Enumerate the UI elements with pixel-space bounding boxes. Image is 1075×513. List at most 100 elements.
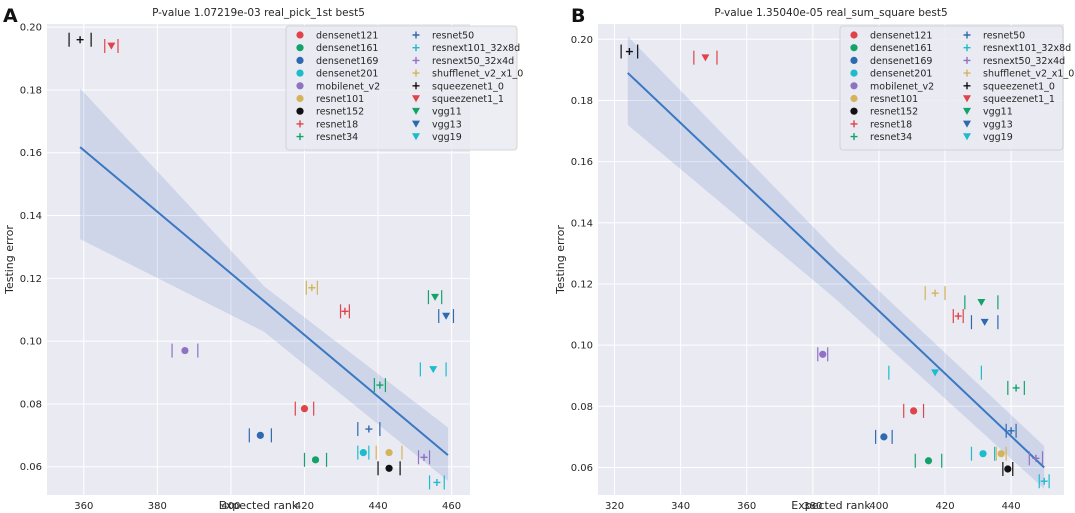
marker-resnext50_32x4d bbox=[1032, 454, 1040, 462]
marker-densenet201 bbox=[979, 450, 987, 458]
legend-marker bbox=[296, 82, 304, 90]
legend-label: vgg13 bbox=[432, 119, 462, 130]
panel-label: A bbox=[3, 5, 18, 27]
y-tick-label: 0.14 bbox=[20, 211, 42, 222]
chart-title: P-value 1.07219e-03 real_pick_1st best5 bbox=[152, 7, 365, 19]
legend-label: squeezenet1_1 bbox=[432, 94, 504, 105]
legend-marker bbox=[412, 120, 420, 128]
legend-label: resnet50 bbox=[983, 31, 1025, 42]
legend-label: vgg19 bbox=[432, 132, 462, 143]
legend-marker bbox=[296, 133, 304, 141]
legend-item-squeezenet1_0: squeezenet1_0 bbox=[412, 81, 504, 92]
regression-line bbox=[79, 146, 449, 456]
x-tick-label: 400 bbox=[221, 501, 240, 512]
legend-marker bbox=[296, 120, 304, 128]
data-point-mobilenet_v2 bbox=[817, 347, 829, 362]
data-point-densenet121 bbox=[294, 401, 315, 416]
marker-resnet50 bbox=[365, 425, 373, 433]
x-tick-label: 360 bbox=[737, 501, 756, 512]
legend-item-vgg19: vgg19 bbox=[412, 132, 462, 143]
legend-item-shufflenet_v2_x1_0: shufflenet_v2_x1_0 bbox=[412, 69, 523, 80]
marker-resnet101 bbox=[385, 449, 393, 457]
legend-item-vgg19: vgg19 bbox=[963, 132, 1013, 143]
legend-label: mobilenet_v2 bbox=[870, 81, 934, 92]
y-tick-label: 0.12 bbox=[571, 279, 593, 290]
data-point-squeezenet1_0 bbox=[620, 44, 639, 59]
legend-item-squeezenet1_0: squeezenet1_0 bbox=[963, 81, 1055, 92]
marker-densenet161 bbox=[311, 456, 320, 464]
legend-label: resnet101 bbox=[870, 94, 918, 105]
data-point-squeezenet1_0 bbox=[68, 32, 92, 47]
data-point-densenet169 bbox=[248, 428, 272, 443]
marker-vgg13 bbox=[980, 318, 989, 326]
legend-box bbox=[285, 25, 518, 151]
data-point-densenet161 bbox=[914, 453, 943, 468]
legend-item-densenet161: densenet161 bbox=[850, 43, 932, 54]
data-point-resnet34 bbox=[373, 378, 386, 393]
marker-densenet169 bbox=[256, 431, 264, 439]
data-point-resnet101 bbox=[375, 445, 403, 460]
legend-marker bbox=[296, 94, 304, 103]
legend-label: densenet161 bbox=[870, 43, 932, 54]
legend-item-resnet101: resnet101 bbox=[296, 94, 364, 105]
confidence-band bbox=[80, 88, 448, 481]
legend-marker bbox=[850, 107, 858, 115]
legend-label: vgg13 bbox=[983, 119, 1013, 130]
chart-title: P-value 1.35040e-05 real_sum_square best… bbox=[714, 7, 947, 19]
x-tick-label: 340 bbox=[671, 501, 690, 512]
data-point-resnet50 bbox=[357, 422, 381, 437]
legend-marker bbox=[850, 133, 858, 141]
data-point-vgg19 bbox=[888, 365, 982, 380]
data-point-resnext50_32x4d bbox=[1028, 451, 1044, 466]
marker-densenet121 bbox=[300, 405, 309, 413]
legend-label: shufflenet_v2_x1_0 bbox=[432, 69, 523, 80]
x-tick-label: 380 bbox=[148, 501, 167, 512]
y-axis-label: Testing error bbox=[554, 225, 567, 295]
y-tick-label: 0.18 bbox=[571, 96, 593, 107]
data-point-resnext101_32x8d bbox=[1038, 474, 1050, 489]
legend-item-densenet169: densenet169 bbox=[296, 56, 378, 67]
data-point-shufflenet_v2_x1_0 bbox=[305, 280, 318, 295]
marker-densenet201 bbox=[359, 449, 367, 457]
legend-item-densenet201: densenet201 bbox=[296, 69, 378, 80]
marker-resnet18 bbox=[341, 307, 349, 315]
y-tick-label: 0.08 bbox=[20, 399, 42, 410]
data-point-vgg11 bbox=[427, 290, 443, 305]
legend-label: resnet18 bbox=[870, 119, 912, 130]
legend-item-resnet152: resnet152 bbox=[296, 107, 364, 118]
legend-label: densenet121 bbox=[316, 31, 378, 42]
marker-squeezenet1_1 bbox=[701, 54, 710, 62]
legend-item-densenet161: densenet161 bbox=[296, 43, 378, 54]
marker-resnext50_32x4d bbox=[420, 453, 428, 461]
legend-label: resnext50_32x4d bbox=[983, 56, 1065, 67]
marker-mobilenet_v2 bbox=[819, 350, 827, 358]
data-point-squeezenet1_1 bbox=[693, 50, 718, 65]
legend-marker bbox=[850, 82, 858, 90]
legend-item-vgg11: vgg11 bbox=[412, 107, 462, 118]
legend-item-densenet121: densenet121 bbox=[850, 31, 932, 42]
legend-marker bbox=[850, 31, 858, 39]
legend-item-resnet152: resnet152 bbox=[850, 107, 918, 118]
legend-label: densenet201 bbox=[316, 69, 378, 80]
legend-item-resnet34: resnet34 bbox=[850, 132, 912, 143]
marker-densenet169 bbox=[880, 433, 888, 441]
legend-label: resnet50 bbox=[432, 31, 474, 42]
legend-marker bbox=[412, 31, 420, 39]
data-point-resnet18 bbox=[952, 309, 964, 324]
legend-marker bbox=[850, 69, 858, 77]
legend-label: resnet34 bbox=[870, 132, 912, 143]
legend-label: densenet169 bbox=[316, 56, 378, 67]
data-point-resnext50_32x4d bbox=[417, 450, 431, 465]
legend-marker bbox=[963, 44, 971, 52]
legend-label: vgg11 bbox=[432, 107, 462, 118]
y-tick-label: 0.10 bbox=[571, 341, 593, 352]
marker-vgg11 bbox=[977, 299, 986, 307]
legend-label: resnet152 bbox=[870, 107, 918, 118]
legend-marker bbox=[412, 44, 420, 52]
marker-resnext101_32x8d bbox=[1040, 477, 1048, 485]
legend-marker bbox=[412, 95, 420, 103]
legend-item-vgg13: vgg13 bbox=[963, 119, 1013, 130]
legend-item-resnet34: resnet34 bbox=[296, 132, 358, 143]
legend-item-densenet169: densenet169 bbox=[850, 56, 932, 67]
